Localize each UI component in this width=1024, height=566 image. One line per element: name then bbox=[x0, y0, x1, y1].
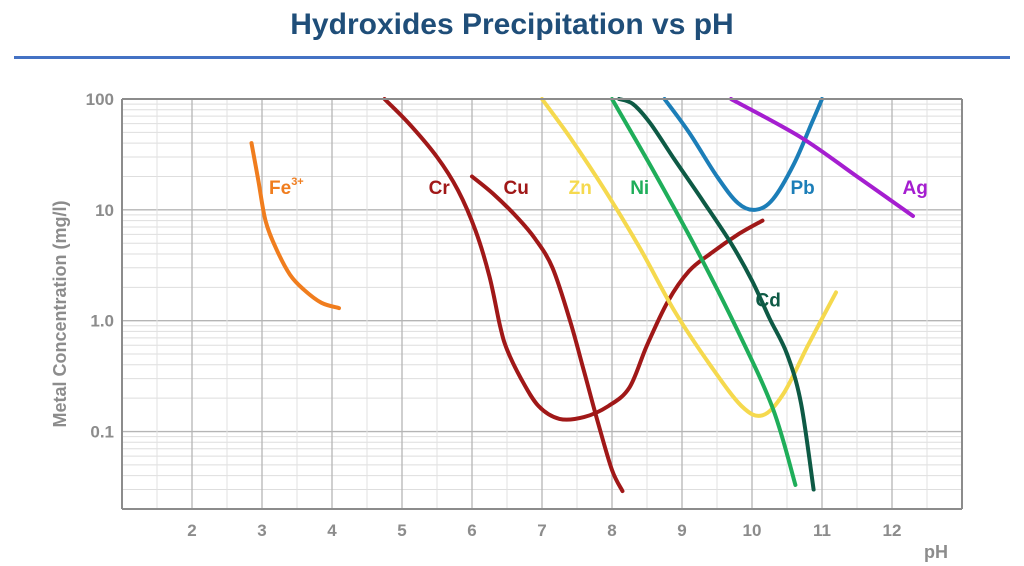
x-tick-label: 2 bbox=[187, 521, 196, 540]
series-line-fe bbox=[249, 141, 341, 311]
series-line-cu bbox=[470, 174, 625, 494]
x-tick-label: 6 bbox=[467, 521, 476, 540]
x-tick-label: 12 bbox=[883, 521, 902, 540]
y-axis-title: Metal Concentration (mg/l) bbox=[50, 200, 70, 427]
series-label-cr: Cr bbox=[429, 178, 451, 199]
x-tick-label: 4 bbox=[327, 521, 337, 540]
title-divider bbox=[14, 56, 1010, 59]
y-tick-label: 100 bbox=[86, 90, 114, 109]
x-axis-title: pH bbox=[924, 542, 948, 562]
series-label-cd: Cd bbox=[756, 291, 781, 312]
series-label-superscript: 3+ bbox=[291, 176, 304, 188]
x-tick-label: 3 bbox=[257, 521, 266, 540]
x-tick-label: 11 bbox=[813, 521, 831, 540]
series-line-cr bbox=[382, 97, 765, 422]
series-label-cu: Cu bbox=[504, 178, 529, 199]
series-label-zn: Zn bbox=[569, 178, 592, 199]
series-line-cd bbox=[617, 97, 816, 492]
x-tick-label: 8 bbox=[607, 521, 616, 540]
y-tick-label: 1.0 bbox=[90, 312, 114, 331]
x-tick-label: 9 bbox=[677, 521, 686, 540]
grid bbox=[121, 99, 963, 510]
x-tick-label: 5 bbox=[397, 521, 406, 540]
series-label-ni: Ni bbox=[630, 178, 649, 199]
x-tick-label: 7 bbox=[537, 521, 546, 540]
x-tick-label: 10 bbox=[743, 521, 762, 540]
y-tick-label: 10 bbox=[95, 201, 114, 220]
series-group bbox=[249, 97, 915, 494]
series-line-ni bbox=[610, 97, 798, 487]
y-tick-label: 0.1 bbox=[90, 423, 114, 442]
series-label-pb: Pb bbox=[791, 178, 815, 199]
axes: 2 3 4 5 6 7 8 9 10 11 12 100 10 1.0 0.1 pH Metal Concent… bbox=[50, 90, 963, 562]
series-line-ag bbox=[729, 97, 915, 218]
series-label-ag: Ag bbox=[903, 178, 928, 199]
page-title: Hydroxides Precipitation vs pH bbox=[290, 8, 734, 41]
series-line-zn bbox=[540, 97, 838, 418]
series-line-pb bbox=[662, 97, 824, 212]
